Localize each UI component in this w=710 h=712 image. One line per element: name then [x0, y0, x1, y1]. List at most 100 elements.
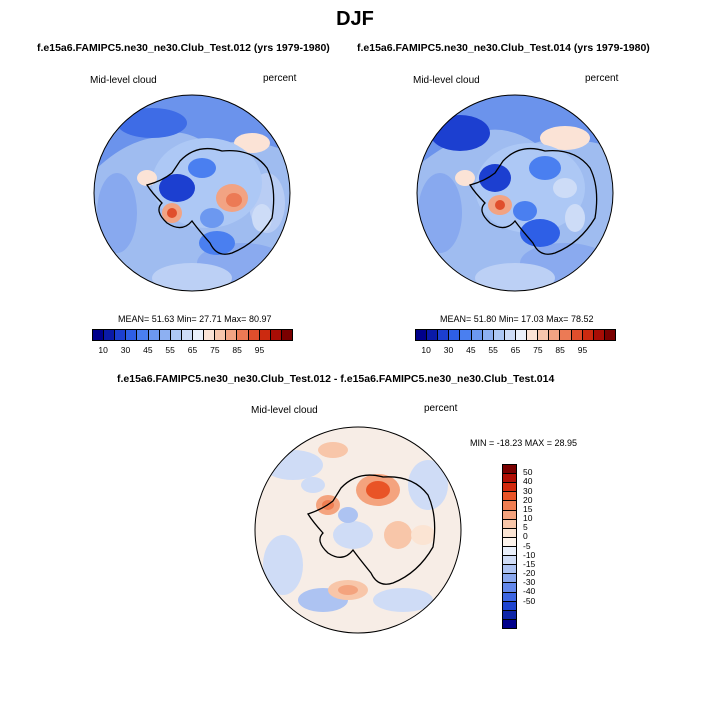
left-colorbar-swatch — [93, 330, 105, 340]
right-colorbar-swatch — [504, 330, 516, 340]
left-mean-label: MEAN= — [118, 314, 150, 324]
diff-colorbar-label: 10 — [523, 513, 533, 523]
diff-colorbar-label: 50 — [523, 467, 533, 478]
right-min-label: Min= — [498, 314, 519, 324]
diff-colorbar-label: -15 — [523, 558, 536, 569]
right-colorbar-tick-label: 55 — [488, 345, 498, 355]
left-colorbar-tick-label: 65 — [187, 345, 198, 355]
left-colorbar-swatch — [159, 330, 171, 340]
left-colorbar-swatch — [215, 330, 227, 340]
right-colorbar-swatch — [449, 330, 461, 340]
diff-colorbar-label: 0 — [523, 531, 528, 542]
left-colorbar-swatch — [148, 330, 160, 340]
diff-colorbar-swatch — [503, 592, 516, 602]
diff-colorbar-swatch — [503, 601, 516, 611]
right-colorbar-tick-label: 45 — [466, 345, 476, 355]
right-panel-units-label: percent — [585, 73, 619, 84]
left-min-label: Min= — [176, 314, 197, 324]
left-panel-units-label: percent — [263, 73, 297, 84]
left-colorbar-swatch — [192, 330, 205, 340]
left-colorbar-tick-label: 75 — [210, 345, 220, 355]
diff-colorbar-label: -30 — [523, 577, 536, 588]
diff-colorbar-label: -50 — [523, 595, 536, 606]
left-colorbar-swatch — [104, 330, 116, 340]
left-mean-value: 51.63 — [151, 314, 175, 324]
diff-colorbar-label: -40 — [523, 586, 536, 597]
left-panel-variable-label: Mid-level cloud — [90, 75, 157, 86]
diff-polar-map — [254, 426, 462, 634]
left-colorbar — [92, 329, 293, 341]
left-colorbar-swatch — [115, 330, 127, 340]
right-colorbar-tick-label: 30 — [443, 345, 454, 355]
diff-colorbar-label: 30 — [523, 485, 533, 496]
right-colorbar-swatch — [482, 330, 494, 340]
diff-colorbar-swatch — [503, 574, 516, 584]
left-colorbar-swatch — [170, 330, 182, 340]
right-mean-value: 51.80 — [473, 314, 497, 324]
diff-colorbar-label: -5 — [523, 540, 531, 551]
left-colorbar-swatch — [281, 330, 292, 340]
diff-colorbar-swatch — [503, 474, 516, 484]
diff-colorbar-label: 40 — [523, 476, 533, 487]
right-colorbar-swatch — [527, 330, 539, 340]
right-colorbar-swatch — [416, 330, 428, 340]
diff-colorbar-label: 5 — [523, 522, 528, 533]
figure-title: DJF — [336, 8, 374, 30]
right-colorbar-swatch — [460, 330, 472, 340]
diff-minmax: MIN = -18.23 MAX = 28.95 — [470, 438, 578, 448]
right-panel-stats: MEAN= 51.80 Min= 17.03 Max= 78.52 — [440, 314, 593, 324]
diff-colorbar-swatch — [503, 583, 516, 593]
right-colorbar — [415, 329, 616, 341]
right-max-label: Max= — [546, 314, 569, 324]
right-colorbar-swatch — [593, 330, 605, 340]
left-panel-stats: MEAN= 51.63 Min= 27.71 Max= 80.97 — [118, 314, 271, 324]
left-colorbar-tick-label: 95 — [254, 345, 265, 355]
diff-panel-subtitle: f.e15a6.FAMIPC5.ne30_ne30.Club_Test.012 … — [117, 373, 555, 385]
right-colorbar-tick-label: 95 — [577, 345, 588, 355]
right-panel-subtitle: f.e15a6.FAMIPC5.ne30_ne30.Club_Test.014 … — [357, 42, 650, 54]
diff-colorbar-swatch — [503, 465, 516, 475]
left-colorbar-tick-label: 85 — [232, 345, 242, 355]
right-colorbar-swatch — [604, 330, 615, 340]
right-colorbar-ticks: 10 30 45 55 65 75 85 95 — [415, 345, 616, 357]
left-max-value: 80.97 — [248, 314, 272, 324]
left-colorbar-swatch — [181, 330, 193, 340]
right-colorbar-swatch — [549, 330, 561, 340]
right-colorbar-swatch — [538, 330, 550, 340]
left-colorbar-swatch — [137, 330, 149, 340]
right-colorbar-tick-label: 65 — [510, 345, 521, 355]
right-polar-map — [416, 94, 614, 292]
diff-colorbar-swatch — [503, 619, 516, 628]
left-colorbar-swatch — [204, 330, 216, 340]
diff-colorbar-swatch — [503, 546, 516, 557]
left-panel-subtitle: f.e15a6.FAMIPC5.ne30_ne30.Club_Test.012 … — [37, 42, 330, 54]
right-colorbar-tick-label: 10 — [421, 345, 431, 355]
diff-colorbar-swatch — [503, 510, 516, 520]
diff-colorbar-swatch — [503, 610, 516, 620]
left-colorbar-tick-label: 10 — [98, 345, 108, 355]
diff-colorbar-swatch — [503, 501, 516, 511]
diff-colorbar-swatch — [503, 483, 516, 493]
left-colorbar-swatch — [248, 330, 260, 340]
right-colorbar-swatch — [493, 330, 505, 340]
left-colorbar-swatch — [259, 330, 271, 340]
right-colorbar-swatch — [427, 330, 439, 340]
left-colorbar-tick-label: 55 — [165, 345, 175, 355]
diff-colorbar-swatch — [503, 519, 516, 529]
right-panel-variable-label: Mid-level cloud — [413, 75, 480, 86]
diff-colorbar-swatch — [503, 565, 516, 575]
right-colorbar-tick-label: 85 — [555, 345, 565, 355]
diff-colorbar-labels: 50 40 30 20 15 10 5 0 -5 -10 -15 -20 -30 -40 -50 — [523, 464, 563, 629]
right-colorbar-swatch — [560, 330, 572, 340]
left-colorbar-swatch — [270, 330, 282, 340]
right-colorbar-swatch — [438, 330, 450, 340]
diff-colorbar-swatch — [503, 537, 516, 547]
diff-colorbar-swatch — [503, 492, 516, 502]
left-colorbar-tick-label: 30 — [120, 345, 131, 355]
left-colorbar-tick-label: 45 — [143, 345, 153, 355]
diff-colorbar-swatch — [503, 528, 516, 538]
right-colorbar-tick-label: 75 — [533, 345, 543, 355]
diff-colorbar-label: -10 — [523, 549, 536, 560]
diff-colorbar-label: -20 — [523, 568, 536, 578]
right-mean-label: MEAN= — [440, 314, 472, 324]
